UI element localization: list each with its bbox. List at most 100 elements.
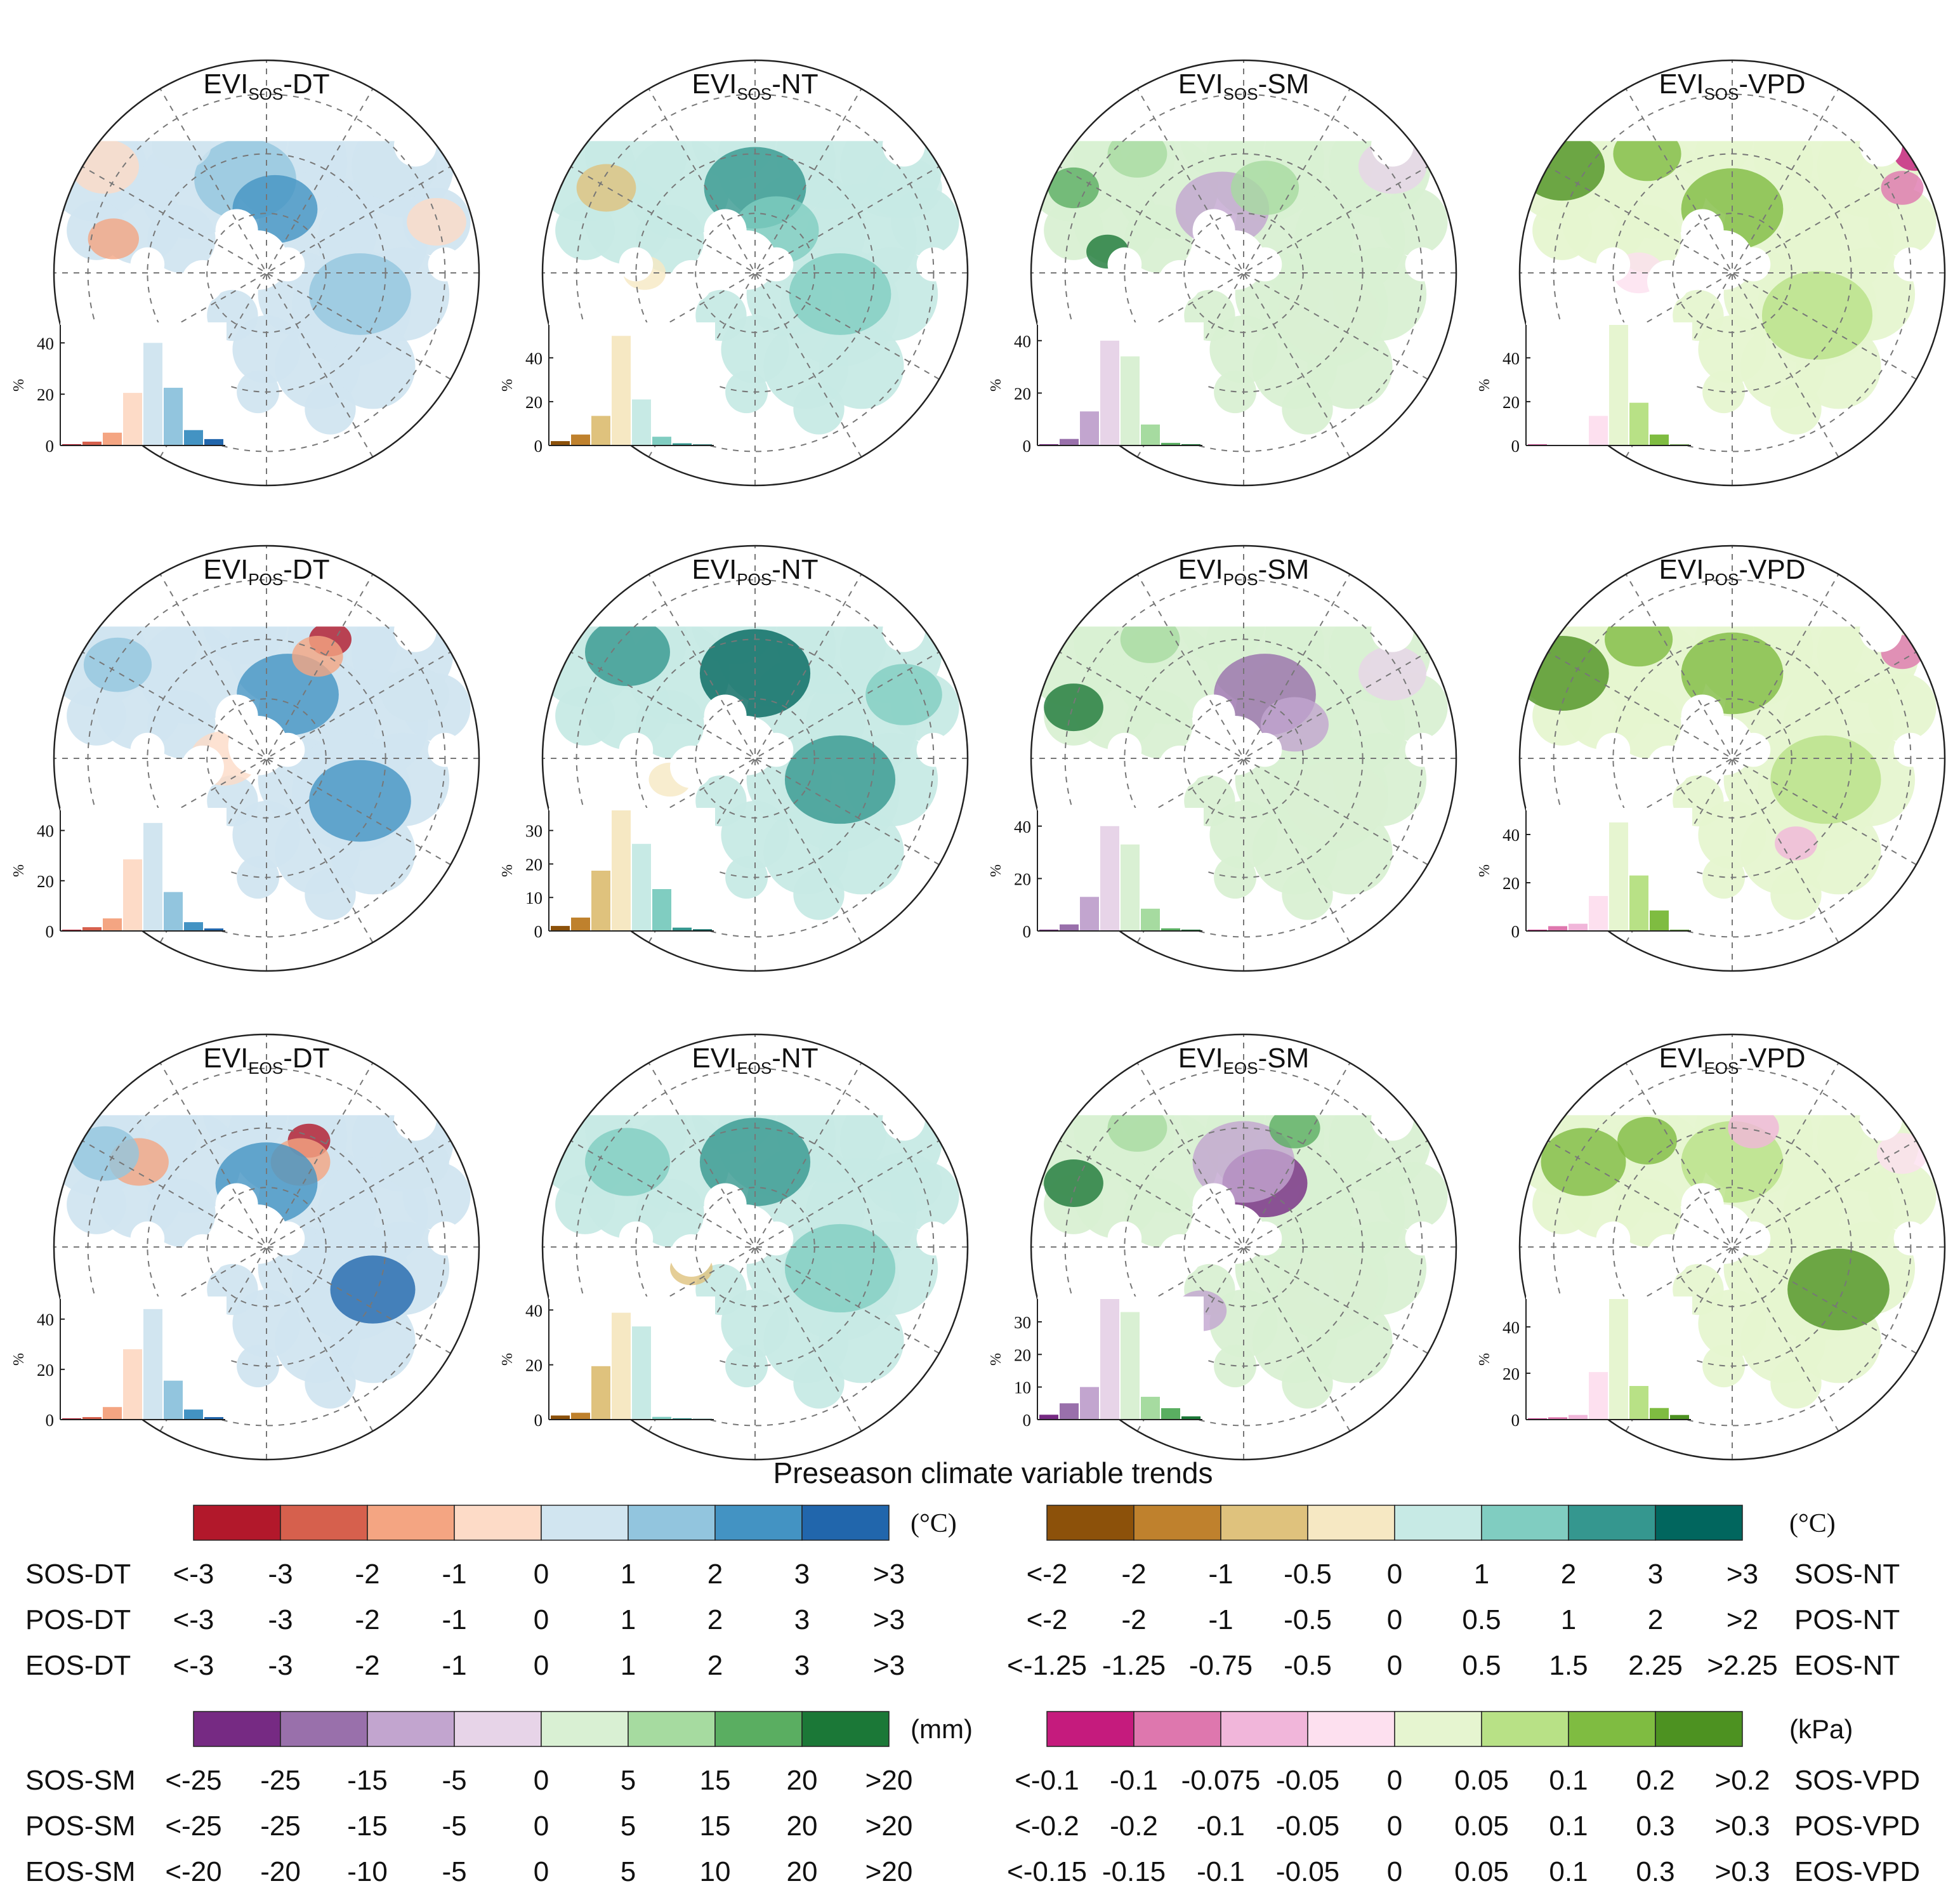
legend-tick-label: 2 [707,1650,723,1681]
legend-row-label: POS-VPD [1794,1811,1920,1842]
meridian-line [1548,651,1917,866]
trend-region [1107,129,1167,178]
y-tick-label: 20 [37,385,54,404]
map-boundary [53,59,480,487]
trend-region [88,218,139,260]
y-tick-label: 0 [1023,1411,1032,1430]
legend-swatch [1133,1505,1221,1541]
legend-tick-label: -0.1 [1110,1765,1158,1796]
legend-tick-label: 0.5 [1462,1650,1501,1681]
legend-tick-label: -2 [1121,1559,1146,1590]
legend-tick-label: -2 [1121,1604,1146,1635]
trend-region [292,636,343,677]
map-boundary [1030,59,1457,487]
histogram: 0 10 20 30% [499,808,715,941]
legend-tick-label: -2 [355,1559,379,1590]
meridian-line [1059,651,1428,866]
legend-swatch [280,1505,368,1541]
legend-tick-label: 10 [700,1856,731,1887]
legend-tick-label: 5 [621,1811,636,1842]
legend-tick-label: -0.5 [1284,1559,1332,1590]
histogram-bar [673,443,692,445]
trend-region [789,253,891,335]
legend-tick-label: >3 [1727,1559,1758,1590]
legend-tick-label: <-2 [1027,1559,1068,1590]
legend-swatch [628,1505,716,1541]
trend-region [585,617,670,687]
histogram-bar [591,1366,610,1420]
histogram-bar [1039,1415,1058,1420]
legend-swatch [801,1505,890,1541]
histogram-bar [204,439,223,445]
histogram-bar [591,871,610,931]
meridian-line [1625,574,1839,943]
legend-tick-label: 0 [534,1650,549,1681]
trend-region [1044,1159,1103,1208]
trend-region [784,1224,896,1313]
legend-row-label: EOS-NT [1794,1650,1900,1681]
legend-tick-label: 0.3 [1636,1856,1674,1887]
trend-region [865,664,942,725]
y-tick-label: 20 [1014,869,1031,888]
trend-region [784,735,896,824]
y-axis-label: % [11,864,27,877]
histogram-bar [1100,1299,1119,1420]
legend-tick-label: 0.05 [1454,1811,1509,1842]
legend-tick-label: 2 [707,1559,723,1590]
histogram-bar [103,918,122,931]
legend-tick-label: <-3 [173,1604,214,1635]
legend-tick-label: 0.05 [1454,1765,1509,1796]
legend-swatch [714,1505,803,1541]
legend-tick-label: -25 [260,1811,301,1842]
histogram-bar [1121,844,1140,931]
histogram-bar [164,388,183,445]
y-tick-label: 0 [1023,437,1032,456]
y-tick-label: 40 [1503,1318,1520,1337]
legend-tick-label: -5 [442,1856,466,1887]
legend-swatch [1481,1505,1569,1541]
legend-tick-label: -20 [260,1856,301,1887]
legend-tick-label: 3 [794,1604,810,1635]
legend-tick-label: -5 [442,1811,466,1842]
panel-title: EVIEOS-VPD [1659,1043,1806,1078]
histogram-bar [1161,1408,1180,1420]
histogram: 0 20 40% [988,322,1204,456]
legend-tick-label: 15 [700,1765,731,1796]
histogram-bar [1181,444,1200,445]
histogram-bar [1569,923,1588,931]
meridian-line [1136,1062,1351,1432]
trend-region [576,164,636,212]
meridian-line [1625,88,1839,458]
y-axis-label: % [499,864,516,877]
legend-tick-label: 1 [621,1650,636,1681]
map-boundary [1518,59,1946,487]
legend-row-label: EOS-DT [25,1650,131,1681]
map-boundary [53,1033,480,1461]
map-boundary [541,1033,969,1461]
legend-tick-label: 0.3 [1636,1811,1674,1842]
trend-region [1520,132,1605,201]
histogram-bar [1161,442,1180,445]
histogram-bar [1080,897,1099,931]
map-boundary [1518,544,1946,972]
histogram-bar [652,889,671,931]
y-axis-label: % [1477,379,1493,392]
histogram-bar [1629,1386,1648,1420]
meridian-line [1136,88,1351,458]
trend-region [1876,1133,1928,1174]
legend-tick-label: 0 [1387,1650,1402,1681]
trend-region [865,1152,942,1214]
histogram-bar [591,416,610,445]
legend-tick-label: 1.5 [1549,1650,1588,1681]
y-tick-label: 0 [46,1411,55,1430]
panel-pos-dt: EVIPOS-DT 0 20 40% [11,544,480,972]
trend-region [1230,161,1299,215]
trend-region [381,1135,450,1189]
y-tick-label: 20 [525,1356,543,1375]
legend-tick-label: >20 [865,1811,913,1842]
legend-tick-label: 1 [1561,1604,1576,1635]
y-tick-label: 20 [37,872,54,891]
trend-region [865,157,942,219]
histogram-bar [551,441,570,445]
